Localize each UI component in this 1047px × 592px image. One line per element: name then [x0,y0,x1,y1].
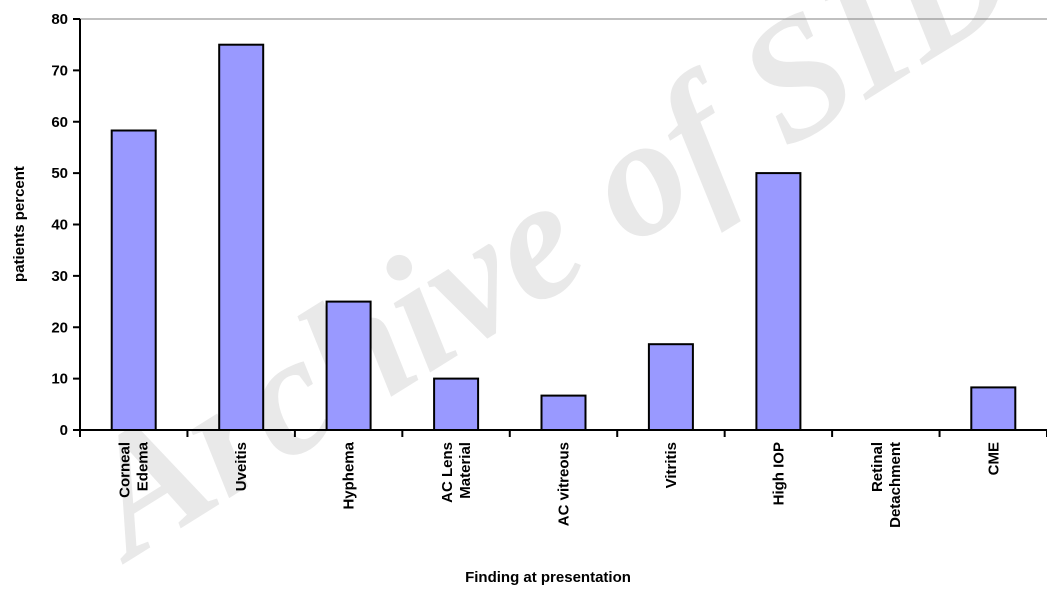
bar [110,129,157,431]
y-axis-title: patients percent [11,166,28,282]
bar [325,300,372,431]
y-tick-label: 70 [51,62,68,79]
bar [218,43,265,431]
category-label: AC Lens [439,442,456,503]
category-label: Vitritis [663,442,680,488]
y-tick-label: 80 [51,11,68,28]
bar [433,377,480,432]
y-tick-label: 10 [51,371,68,388]
category-label: Uveitis [233,442,250,491]
y-tick-label: 50 [51,165,68,182]
category-label: High IOP [770,442,787,505]
category-label: CME [985,442,1002,475]
category-label: Detachment [887,442,904,528]
x-axis-title: Finding at presentation [465,569,631,586]
category-label: Material [457,442,474,499]
category-label: Edema [135,441,152,491]
bar [970,386,1017,431]
bar [540,394,587,432]
y-tick-label: 60 [51,114,68,131]
bar [647,343,694,432]
category-label: Hyphema [341,441,358,509]
bar [755,172,802,431]
y-tick-label: 30 [51,268,68,285]
category-label: Corneal [117,442,134,498]
y-tick-label: 0 [60,422,68,439]
category-label: AC vitreous [556,442,573,526]
category-label: Retinal [869,442,886,492]
y-tick-label: 20 [51,319,68,336]
y-tick-label: 40 [51,217,68,234]
